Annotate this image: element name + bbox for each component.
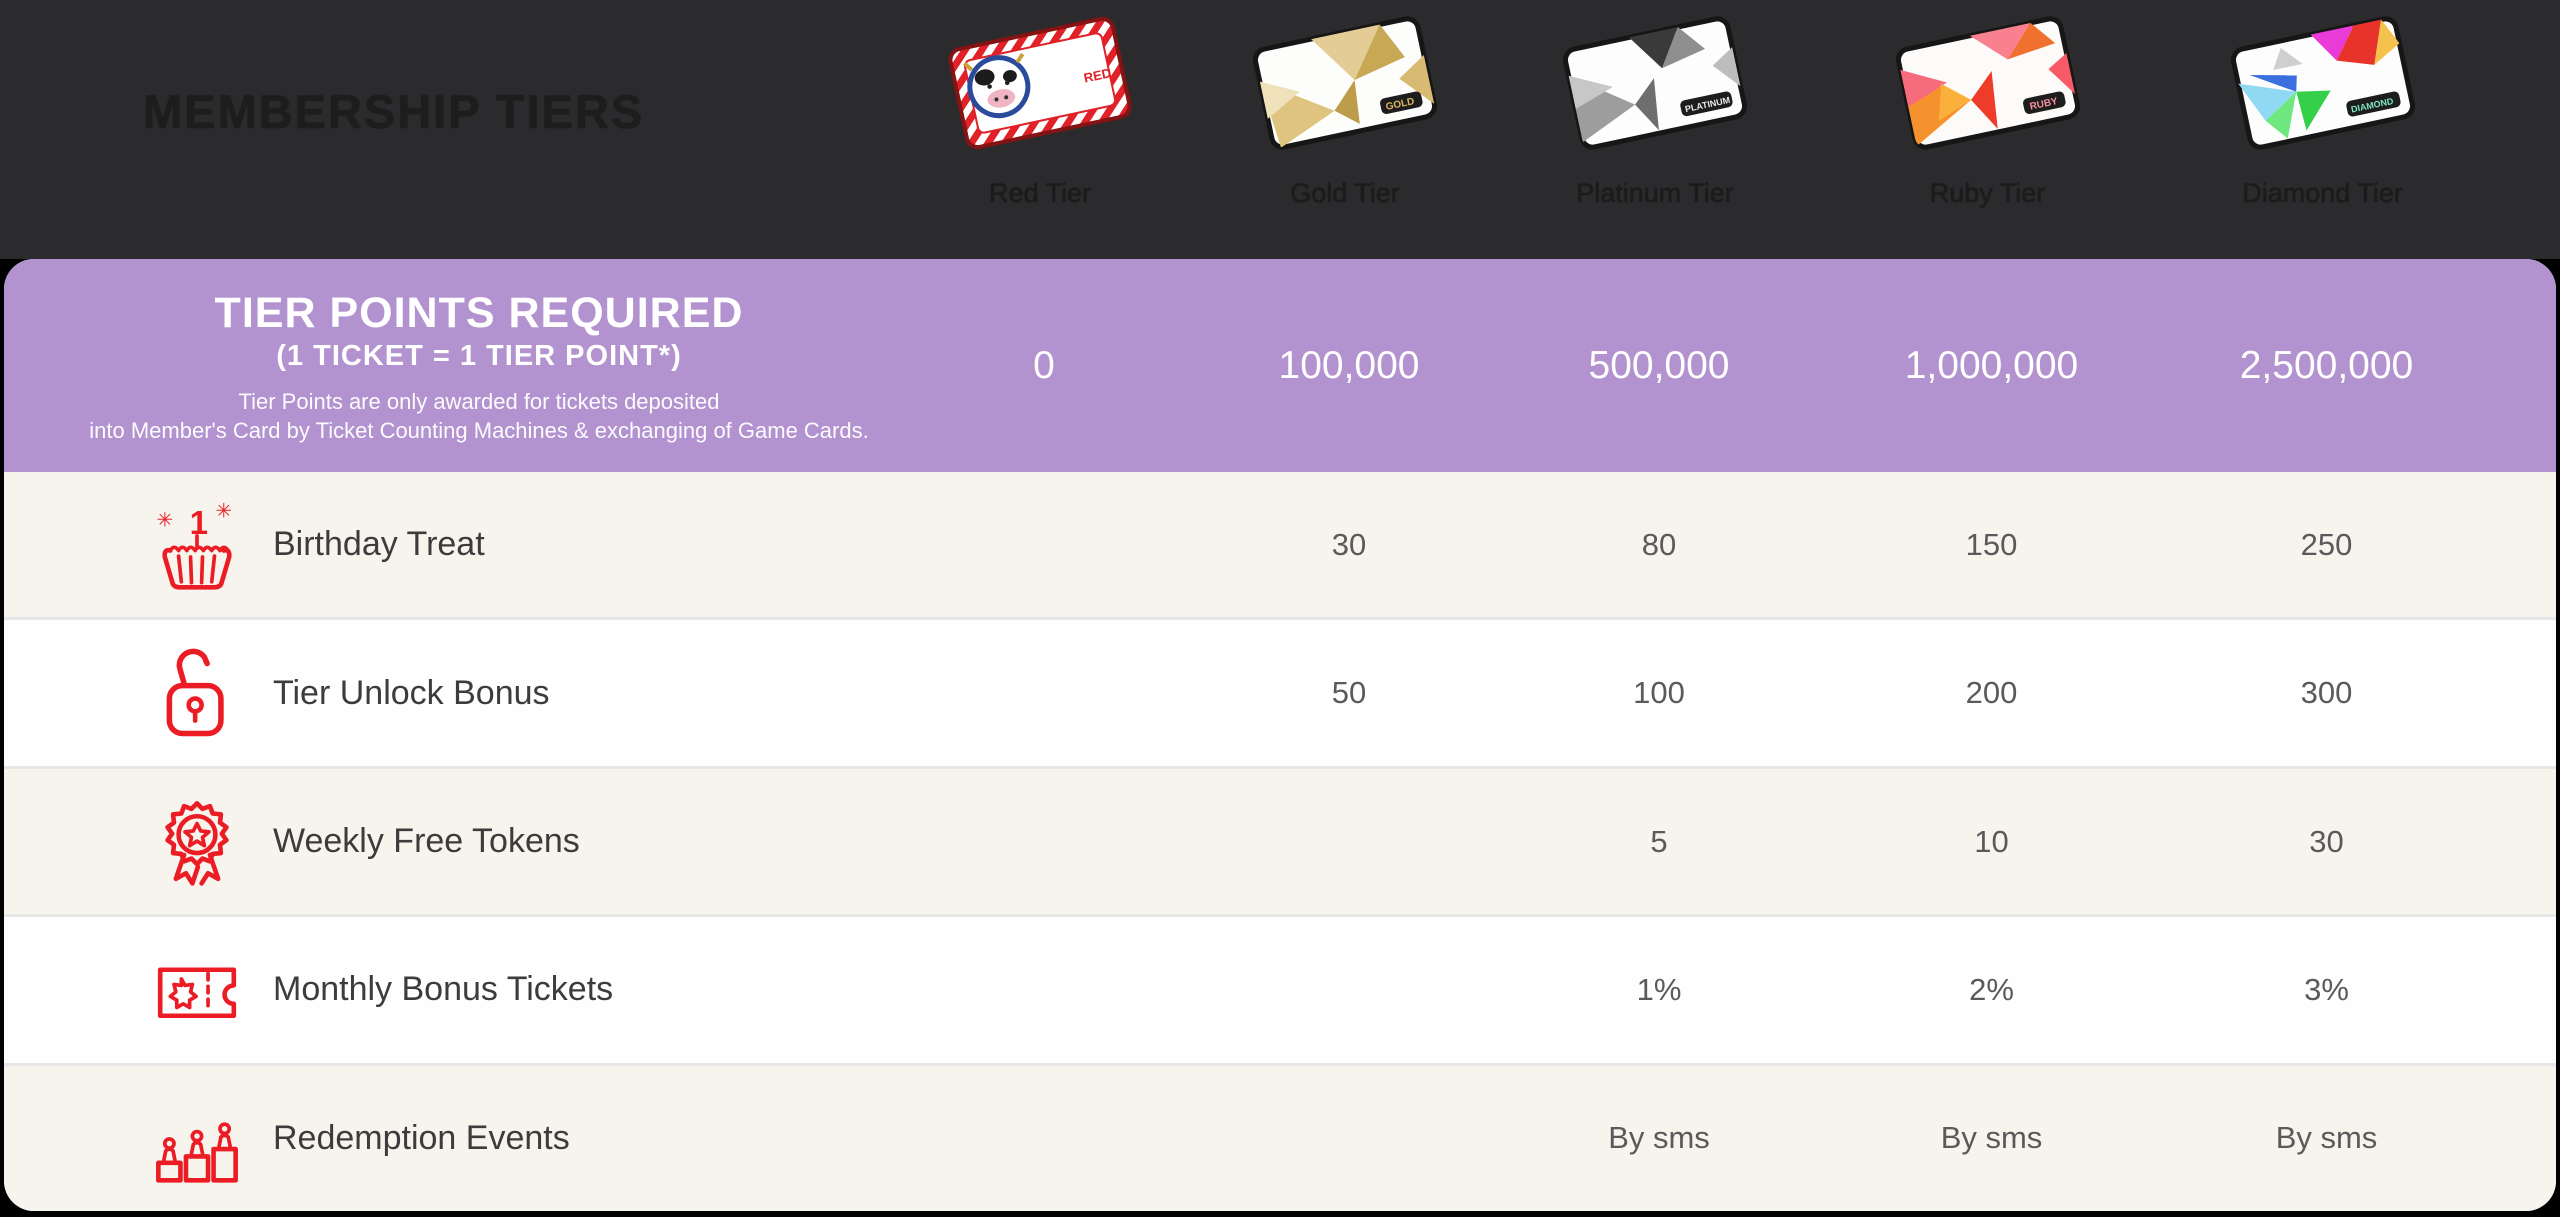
medal-icon [151, 796, 243, 888]
podium-people-icon [151, 1092, 243, 1184]
tier-name-diamond: Diamond Tier [2242, 178, 2403, 208]
table-row-birthday-treat: 1 ✳ ✳ Birthday Treat 30 80 150 250 [4, 472, 2556, 618]
tier-name-platinum: Platinum Tier [1576, 178, 1734, 208]
tier-column-platinum: PLATINUM Platinum Tier [1490, 0, 1820, 259]
tier-column-gold: GOLD Gold Tier [1200, 0, 1490, 259]
tier-points-row: TIER POINTS REQUIRED (1 TICKET = 1 TIER … [4, 259, 2556, 472]
cell-diamond: 300 [2300, 675, 2353, 711]
cell-ruby: 150 [1965, 526, 2018, 562]
points-value-ruby: 1,000,000 [1904, 343, 2079, 387]
tier-column-red: RED Red Tier [880, 0, 1200, 259]
benefit-label: Weekly Free Tokens [273, 822, 580, 861]
diamond-tier-card-image: DIAMOND [2227, 13, 2417, 152]
benefit-label: Monthly Bonus Tickets [273, 970, 614, 1009]
cell-ruby: By sms [1940, 1120, 2043, 1156]
table-row-redemption-events: Redemption Events By sms By sms By sms [4, 1062, 2556, 1211]
card-label-text: RED [1082, 65, 1112, 85]
table-row-monthly-bonus-tickets: Monthly Bonus Tickets 1% 2% 3% [4, 914, 2556, 1063]
tier-points-subtitle: (1 TICKET = 1 TIER POINT*) [276, 340, 682, 372]
benefit-label: Tier Unlock Bonus [273, 673, 550, 712]
points-value-red: 0 [1033, 343, 1055, 387]
cell-platinum: 80 [1641, 526, 1677, 562]
cell-ruby: 2% [1969, 971, 2014, 1007]
membership-header: MEMBERSHIP TIERS [0, 0, 2560, 259]
benefit-label: Redemption Events [273, 1118, 570, 1157]
points-value-platinum: 500,000 [1588, 343, 1730, 387]
cell-platinum: By sms [1608, 1120, 1710, 1156]
tier-name-gold: Gold Tier [1290, 178, 1400, 208]
cell-platinum: 5 [1650, 823, 1668, 859]
unlock-icon [151, 647, 243, 739]
points-value-gold: 100,000 [1278, 343, 1420, 387]
svg-text:✳: ✳ [157, 509, 174, 531]
cell-gold: 30 [1331, 526, 1367, 562]
cell-ruby: 10 [1974, 823, 2009, 859]
cell-platinum: 1% [1636, 971, 1682, 1007]
membership-table: TIER POINTS REQUIRED (1 TICKET = 1 TIER … [4, 259, 2556, 1211]
cell-ruby: 200 [1965, 675, 2018, 711]
cell-diamond: By sms [2275, 1120, 2378, 1156]
gold-tier-card-image: GOLD [1250, 13, 1440, 152]
page-title: MEMBERSHIP TIERS [143, 85, 645, 138]
platinum-tier-card-image: PLATINUM [1560, 13, 1750, 152]
tier-cards-row: RED Red Tier [0, 0, 2560, 259]
ticket-icon [151, 944, 243, 1036]
cell-diamond: 3% [2304, 971, 2349, 1007]
benefit-label: Birthday Treat [273, 525, 485, 564]
tier-points-title: TIER POINTS REQUIRED [214, 289, 744, 337]
table-row-tier-unlock-bonus: Tier Unlock Bonus 50 100 200 300 [4, 617, 2556, 766]
cell-platinum: 100 [1633, 675, 1685, 711]
points-value-diamond: 2,500,000 [2239, 343, 2414, 387]
cell-diamond: 30 [2309, 823, 2344, 859]
cow-mascot-logo [962, 52, 1031, 119]
cell-gold: 50 [1331, 675, 1367, 711]
tier-name-ruby: Ruby Tier [1929, 178, 2046, 208]
red-tier-card-image: RED [945, 13, 1135, 152]
ruby-tier-card-image: RUBY [1892, 13, 2082, 152]
tier-column-ruby: RUBY Ruby Tier [1820, 0, 2155, 259]
table-row-weekly-free-tokens: Weekly Free Tokens 5 10 30 [4, 765, 2556, 915]
tier-name-red: Red Tier [988, 178, 1092, 208]
svg-text:1: 1 [190, 505, 208, 542]
svg-text:✳: ✳ [215, 500, 232, 522]
cell-diamond: 250 [2300, 526, 2353, 562]
tier-points-heading: TIER POINTS REQUIRED (1 TICKET = 1 TIER … [4, 259, 884, 445]
tier-points-note: Tier Points are only awarded for tickets… [89, 389, 869, 443]
tier-column-diamond: DIAMOND Diamond Tier [2155, 0, 2490, 259]
birthday-cake-icon: 1 ✳ ✳ [151, 499, 243, 591]
